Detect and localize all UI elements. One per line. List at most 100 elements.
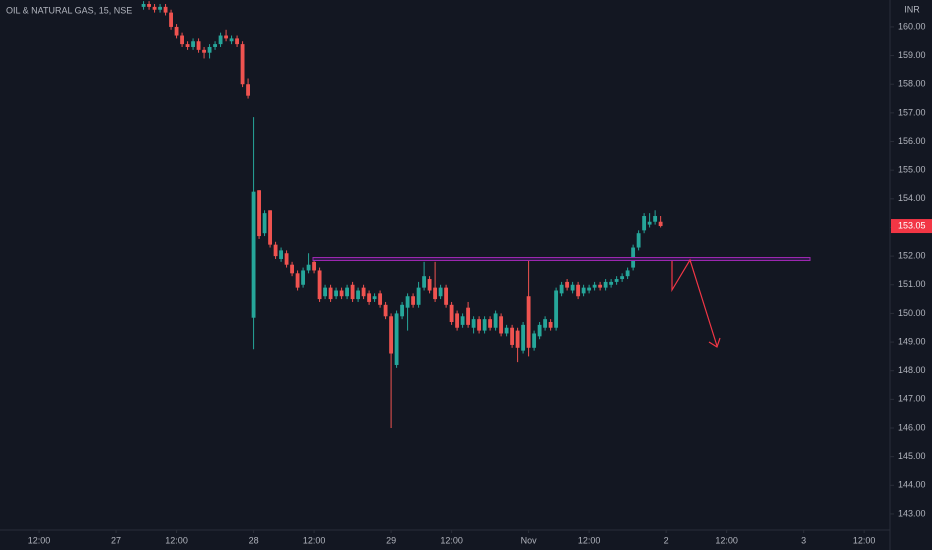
candle-body bbox=[647, 221, 652, 225]
candle-body bbox=[339, 290, 344, 297]
candle-body bbox=[279, 250, 284, 259]
candle-body bbox=[356, 290, 361, 300]
candle-body bbox=[526, 296, 531, 348]
chart-title: OIL & NATURAL GAS, 15, NSE bbox=[6, 5, 132, 15]
candle-body bbox=[658, 221, 663, 227]
x-tick-label: 12:00 bbox=[303, 535, 326, 545]
candle-body bbox=[510, 327, 515, 345]
candle-body bbox=[449, 304, 454, 323]
x-tick-label: 28 bbox=[249, 535, 259, 545]
candle-body bbox=[543, 319, 548, 328]
candle-body bbox=[488, 319, 493, 328]
candle-body bbox=[636, 233, 641, 248]
x-tick-label: 12:00 bbox=[578, 535, 601, 545]
y-tick-label: 158.00 bbox=[898, 79, 926, 89]
candle-body bbox=[246, 84, 251, 96]
candle-body bbox=[152, 6, 157, 10]
candle-body bbox=[482, 319, 487, 331]
candle-body bbox=[532, 333, 537, 348]
candle-body bbox=[383, 304, 388, 317]
y-tick-label: 151.00 bbox=[898, 279, 926, 289]
candle-body bbox=[603, 281, 608, 288]
y-tick-label: 145.00 bbox=[898, 451, 926, 461]
candle-body bbox=[427, 279, 432, 291]
x-tick-label: 12:00 bbox=[715, 535, 738, 545]
y-tick-label: 160.00 bbox=[898, 21, 926, 31]
candle-body bbox=[306, 264, 311, 271]
currency-label: INR bbox=[904, 4, 920, 14]
candle-body bbox=[180, 35, 184, 45]
candle-body bbox=[515, 330, 520, 348]
y-tick-label: 147.00 bbox=[898, 394, 926, 404]
candle-body bbox=[312, 261, 317, 271]
candle-body bbox=[323, 287, 328, 297]
y-tick-label: 157.00 bbox=[898, 107, 926, 117]
candle-body bbox=[521, 324, 526, 351]
candle-body bbox=[295, 273, 300, 288]
x-tick-label: 29 bbox=[386, 535, 396, 545]
candle-body bbox=[620, 276, 625, 280]
candle-body bbox=[471, 319, 476, 328]
candle-body bbox=[251, 191, 256, 318]
y-tick-label: 148.00 bbox=[898, 365, 926, 375]
candle-body bbox=[625, 270, 630, 277]
candle-body bbox=[455, 313, 460, 328]
candle-body bbox=[433, 287, 438, 300]
candle-body bbox=[499, 316, 504, 334]
candle-body bbox=[466, 307, 471, 325]
candle-body bbox=[262, 213, 267, 234]
candle-body bbox=[587, 287, 592, 291]
candle-body bbox=[504, 327, 509, 334]
candle-body bbox=[235, 38, 240, 45]
candle-body bbox=[196, 41, 201, 50]
last-price-box bbox=[891, 219, 932, 234]
candle-body bbox=[229, 38, 234, 42]
candle-body bbox=[273, 244, 278, 257]
x-tick-label: 12:00 bbox=[440, 535, 463, 545]
x-tick-label: 12:00 bbox=[165, 535, 188, 545]
candle-body bbox=[422, 276, 427, 288]
candle-body bbox=[389, 316, 394, 354]
y-tick-label: 149.00 bbox=[898, 336, 926, 346]
candle-body bbox=[345, 287, 350, 297]
candle-body bbox=[576, 284, 581, 297]
candle-body bbox=[438, 287, 443, 297]
x-tick-label: 12:00 bbox=[853, 535, 876, 545]
candle-body bbox=[537, 324, 542, 337]
candle-body bbox=[174, 26, 179, 36]
candle-body bbox=[614, 279, 619, 282]
y-tick-label: 156.00 bbox=[898, 136, 926, 146]
candle-body bbox=[559, 284, 564, 294]
candle-body bbox=[592, 284, 597, 288]
candle-body bbox=[493, 313, 498, 328]
y-tick-label: 159.00 bbox=[898, 50, 926, 60]
x-tick-label: 27 bbox=[111, 535, 121, 545]
candle-body bbox=[202, 49, 206, 53]
candle-body bbox=[185, 44, 190, 47]
candle-body bbox=[290, 264, 295, 274]
candle-body bbox=[653, 216, 658, 222]
candle-body bbox=[169, 12, 173, 27]
candle-body bbox=[301, 270, 306, 285]
candle-body bbox=[163, 6, 168, 13]
candle-body bbox=[317, 270, 322, 300]
candle-body bbox=[378, 293, 383, 305]
candle-body bbox=[141, 4, 146, 7]
y-tick-label: 155.00 bbox=[898, 165, 926, 175]
support-zone bbox=[312, 257, 811, 261]
candle-body bbox=[416, 287, 421, 305]
candle-body bbox=[548, 322, 553, 328]
candle-body bbox=[405, 296, 410, 308]
candle-body bbox=[394, 313, 399, 365]
y-tick-label: 143.00 bbox=[898, 508, 926, 518]
candle-body bbox=[642, 216, 647, 231]
candle-body bbox=[218, 35, 223, 45]
arrow-head bbox=[708, 337, 721, 348]
x-tick-label: 2 bbox=[664, 535, 669, 545]
y-tick-label: 144.00 bbox=[898, 480, 926, 490]
y-tick-label: 146.00 bbox=[898, 422, 926, 432]
candle-body bbox=[460, 316, 465, 325]
x-tick-label: 12:00 bbox=[28, 535, 51, 545]
